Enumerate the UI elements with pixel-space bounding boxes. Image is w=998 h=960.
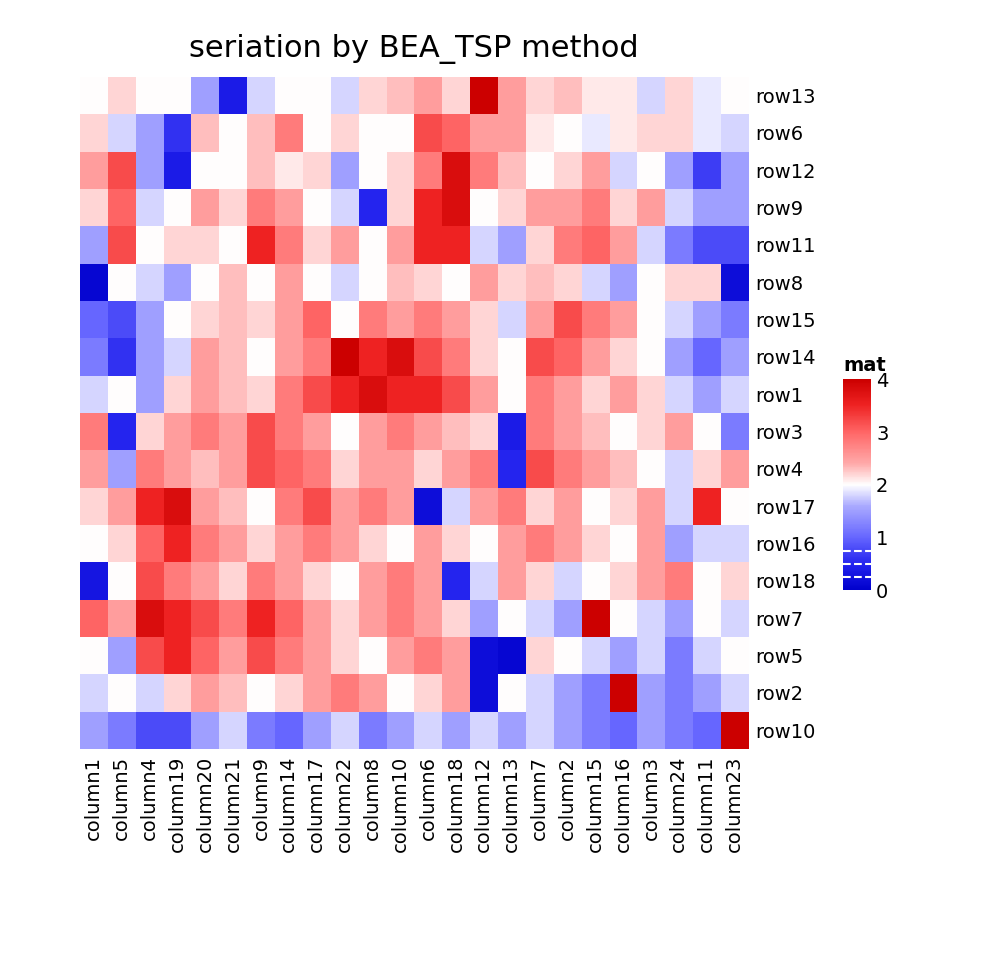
Title: seriation by BEA_TSP method: seriation by BEA_TSP method: [190, 35, 639, 64]
Text: mat: mat: [843, 356, 886, 374]
